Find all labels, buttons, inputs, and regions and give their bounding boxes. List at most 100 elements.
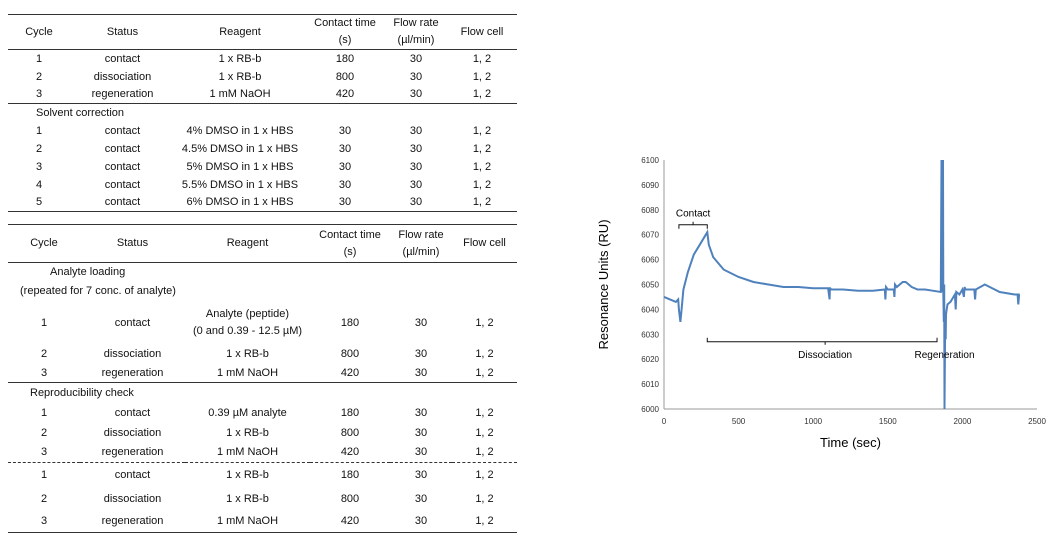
cell-contact: 800	[335, 70, 355, 83]
cell-status: contact	[104, 178, 141, 191]
x-tick-label: 1000	[804, 417, 822, 426]
cell-reagent: 1 mM NaOH	[209, 88, 271, 101]
header-reagent: Reagent	[226, 237, 269, 249]
table-row: 3 regeneration 1 mM NaOH 420 30 1, 2	[8, 364, 517, 383]
cell-contact: 420	[335, 88, 355, 101]
cell-flowcell: 1, 2	[452, 462, 517, 487]
cell-flow: 30	[414, 446, 428, 459]
cell-flow: 30	[409, 160, 423, 173]
table-row: 1 contact 1 x RB-b 180 30 1, 2	[8, 462, 517, 487]
cell-reagent: 1 mM NaOH	[216, 366, 279, 379]
cell-cycle: 3	[40, 366, 48, 379]
cell-reagent: 4.5% DMSO in 1 x HBS	[181, 142, 299, 155]
sensorgram-chart: 6000 6010 6020 6030 6040 6050 6060 6070 6080 6090…	[596, 156, 1047, 450]
cell-contact: 800	[340, 426, 360, 439]
table-row: 2 contact 4.5% DMSO in 1 x HBS 30 30 1, 2	[8, 140, 517, 158]
cell-flow: 30	[414, 492, 428, 505]
header-cycle: Cycle	[30, 237, 58, 249]
table-row: 3 regeneration 1 mM NaOH 420 30 1, 2	[8, 443, 517, 463]
table-row: 3 contact 5% DMSO in 1 x HBS 30 30 1, 2	[8, 158, 517, 176]
cell-reagent: 1 x RB-b	[226, 348, 269, 360]
cell-flowcell: 1, 2	[475, 515, 494, 528]
section-row: Reproducibility check	[8, 382, 517, 403]
x-tick-label: 500	[732, 417, 746, 426]
section-label-analyte: Analyte loading	[8, 262, 310, 282]
y-tick-label: 6040	[641, 305, 659, 314]
cell-status: contact	[70, 49, 175, 68]
x-tick-label: 1500	[879, 417, 897, 426]
cell-reagent: 1 x RB-b	[226, 492, 269, 505]
cell-contact: 180	[340, 316, 360, 329]
cell-flowcell: 1, 2	[472, 178, 492, 191]
cell-status: contact	[104, 124, 141, 137]
x-tick-label: 2000	[954, 417, 972, 426]
section-row: Solvent correction	[8, 103, 517, 122]
table-header-row: Cycle Status Reagent Contact time (s) Flo…	[8, 15, 517, 50]
cell-status: contact	[114, 316, 151, 329]
cell-contact: 180	[310, 462, 390, 487]
cell-contact: 30	[338, 178, 352, 191]
cell-contact: 800	[340, 348, 360, 360]
cell-contact: 30	[338, 160, 352, 173]
cell-status: contact	[104, 196, 141, 209]
section-row: (repeated for 7 conc. of analyte)	[8, 282, 517, 301]
y-tick-label: 6060	[641, 256, 659, 265]
cell-cycle: 3	[35, 88, 43, 101]
y-axis-ticks: 6000 6010 6020 6030 6040 6050 6060 6070 6080 6090…	[641, 156, 659, 414]
cell-status: regeneration	[101, 446, 164, 459]
y-tick-label: 6030	[641, 330, 659, 339]
cell-flow: 30	[390, 462, 452, 487]
cell-contact: 420	[340, 515, 360, 528]
cell-contact: 420	[340, 446, 360, 459]
x-axis-ticks: 0 500 1000 1500 2000 2500	[662, 417, 1047, 426]
cell-cycle: 2	[40, 426, 48, 439]
cell-status: dissociation	[103, 426, 162, 439]
cell-contact: 800	[340, 492, 360, 505]
cell-status: regeneration	[101, 515, 164, 528]
table-row: 3 regeneration 1 mM NaOH 420 30 1, 2	[8, 86, 517, 104]
series-line	[663, 159, 1021, 410]
cell-flowcell: 1, 2	[472, 70, 492, 83]
header-flow-cell: Flow cell	[460, 25, 504, 38]
cell-reagent: 1 x RB-b	[218, 70, 262, 83]
header-flow-line1: Flow rate	[398, 228, 444, 241]
cell-reagent: 1 x RB-b	[226, 426, 269, 439]
cell-flowcell: 1, 2	[475, 406, 494, 419]
cell-status: regeneration	[101, 366, 164, 379]
regeneration-label: Regeneration	[914, 350, 974, 361]
table-header-row: Cycle Status Reagent Contact time (s) Flo…	[8, 225, 517, 263]
cell-flow: 30	[414, 406, 428, 419]
cell-status: contact	[104, 160, 141, 173]
dissociation-brace	[706, 337, 938, 345]
header-contact-time: Contact time (s)	[310, 225, 390, 263]
header-flow-rate: Flow rate (µl/min)	[385, 15, 447, 50]
table-row: 2 dissociation 1 x RB-b 800 30 1, 2	[8, 345, 517, 364]
cell-reagent: 1 x RB-b	[175, 49, 305, 68]
cell-cycle: 5	[35, 196, 43, 209]
header-contact-line2: (s)	[343, 245, 357, 258]
protocol-table-1: Cycle Status Reagent Contact time (s) Flo…	[8, 14, 517, 212]
x-axis-label: Time (sec)	[820, 435, 881, 450]
cell-flow: 30	[409, 70, 423, 83]
header-flow-cell: Flow cell	[463, 237, 506, 249]
cell-reagent: 1 x RB-b	[185, 462, 310, 487]
cell-contact: 180	[340, 406, 360, 419]
cell-flowcell: 1, 2	[472, 196, 492, 209]
contact-label: Contact	[676, 209, 711, 220]
cell-cycle: 3	[40, 446, 48, 459]
cell-flowcell: 1, 2	[475, 446, 494, 459]
header-status: Status	[106, 25, 139, 38]
cell-flow: 30	[414, 366, 428, 379]
table-row: 5 contact 6% DMSO in 1 x HBS 30 30 1, 2	[8, 194, 517, 212]
cell-flowcell: 1, 2	[475, 316, 494, 329]
header-flow-line1: Flow rate	[393, 17, 439, 29]
cell-reagent: 1 mM NaOH	[216, 446, 279, 459]
cell-status: contact	[114, 406, 151, 419]
cell-flow: 30	[414, 316, 428, 329]
cell-flow: 30	[409, 142, 423, 155]
protocol-table-2: Cycle Status Reagent Contact time (s) Flo…	[8, 224, 517, 533]
cell-cycle: 3	[35, 160, 43, 173]
cell-flowcell: 1, 2	[475, 348, 494, 360]
y-tick-label: 6100	[641, 156, 659, 165]
cell-reagent: 6% DMSO in 1 x HBS	[186, 196, 294, 209]
